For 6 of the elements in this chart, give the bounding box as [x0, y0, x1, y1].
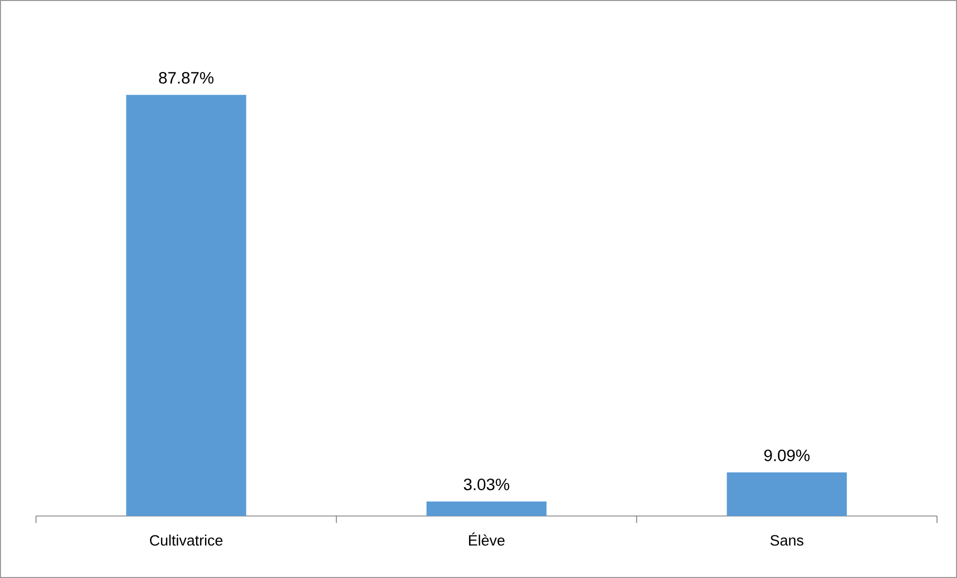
x-tick-label: Cultivatrice	[150, 534, 222, 546]
x-tick-label: Sans	[770, 535, 804, 546]
x-tick-label: Élève	[469, 532, 505, 546]
data-label: 87.87%	[159, 72, 214, 84]
data-label: 9.09%	[764, 450, 810, 462]
data-label: 3.03%	[464, 478, 510, 490]
